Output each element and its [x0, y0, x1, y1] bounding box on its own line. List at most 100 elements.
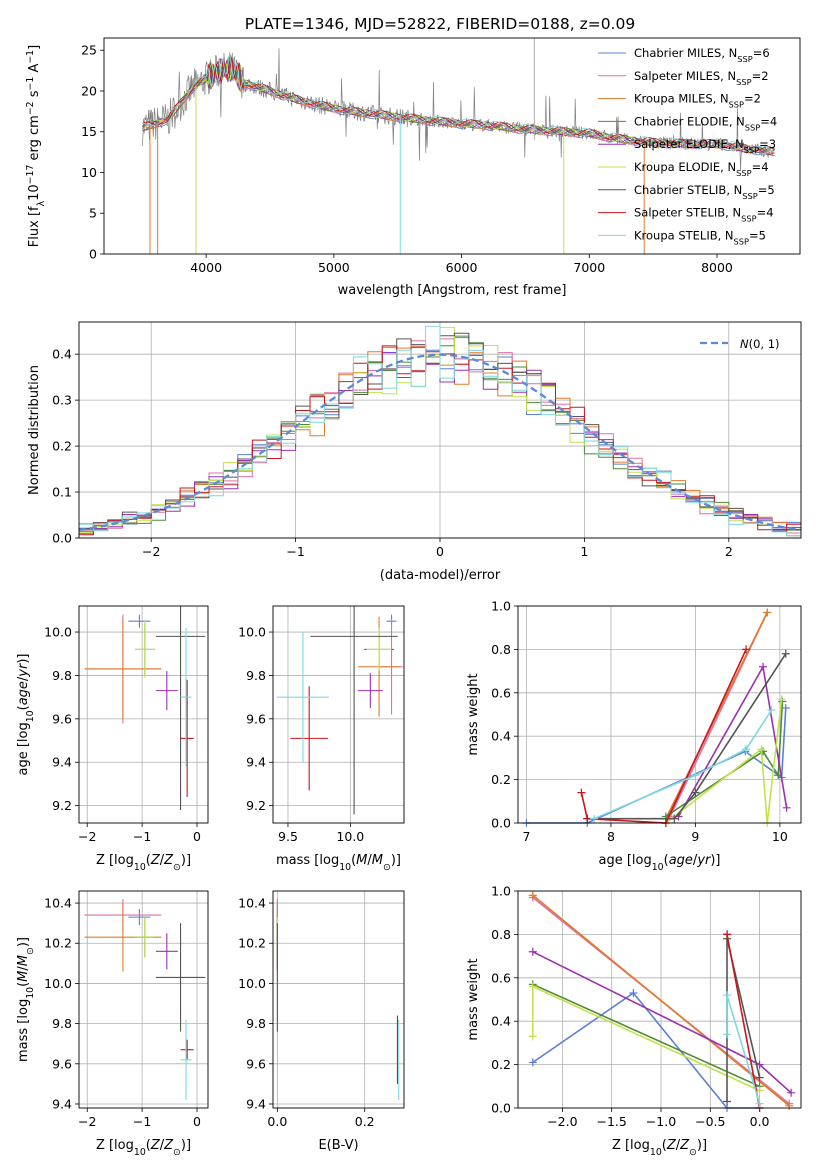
- spectrum-ytick-label: 10: [81, 165, 97, 180]
- spectrum-frame: [103, 37, 801, 255]
- age_vs_mass-plot-area: [276, 606, 403, 815]
- age_vs_Z-plot-area: [84, 606, 206, 810]
- weight_vs_age-marker-krou_stelib: [691, 771, 700, 780]
- age_vs_mass-ytick-label: 9.8: [246, 668, 266, 683]
- age_vs_Z-ytick-label: 9.8: [52, 668, 72, 683]
- weight_vs_Z-plot-area: [528, 891, 796, 1112]
- model-spectrum-chab_miles: [142, 59, 775, 156]
- weight_vs_age-line-chab_elodie: [665, 701, 784, 818]
- residuals-axes: −2 −1 0 1 2 0.0 0.1 0.2 0.3 0.4: [52, 322, 801, 559]
- spectrum-xtick-label: 5000: [318, 260, 350, 275]
- legend-label-krou_stelib: Kroupa STELIB, NSSP=5: [634, 228, 766, 246]
- weight_vs_age-ytick-label: 0.0: [491, 816, 511, 831]
- mass_vs_EBV-plot-area: [276, 899, 400, 1100]
- weight_vs_Z-ytick-label: 0.8: [491, 927, 511, 942]
- mass_vs_Z-xtick-label: −1: [133, 1114, 151, 1129]
- weight_vs_age-marker-salp_elodie: [782, 803, 791, 812]
- gaussian-curve: [79, 353, 801, 532]
- legend-label-chab_miles: Chabrier MILES, NSSP=6: [634, 46, 770, 64]
- weight_vs_age-ytick-label: 1.0: [491, 599, 511, 614]
- model-spectrum-krou_stelib: [142, 54, 775, 154]
- spectrum-xtick-label: 8000: [701, 260, 733, 275]
- weight_vs_Z-ytick-label: 0.4: [491, 1014, 511, 1029]
- spectrum-ytick-label: 20: [81, 83, 97, 98]
- weight_vs_age-line-chab_miles: [526, 707, 787, 824]
- weight_vs_Z-line-krou_miles: [532, 894, 790, 1107]
- spectrum-ytick-label: 0: [89, 247, 97, 262]
- weight_vs_Z-ylabel: mass weight: [466, 958, 481, 1040]
- age_vs_Z-ytick-label: 10.0: [44, 625, 72, 640]
- age_vs_Z-frame: [78, 605, 209, 824]
- mass_vs_Z-ytick-label: 10.4: [44, 896, 72, 911]
- weight_vs_age-xtick-label: 9: [691, 829, 699, 844]
- residuals-frame: [78, 321, 802, 539]
- weight_vs_Z-marker-salp_elodie: [787, 1088, 796, 1097]
- weight_vs_Z-ytick-label: 1.0: [491, 884, 511, 899]
- mass_vs_Z-ytick-label: 9.8: [52, 1016, 72, 1031]
- mass_vs_Z-ylabel: mass [log10(M/M⊙)]: [16, 937, 36, 1062]
- model-spectrum-krou_elodie: [142, 58, 775, 154]
- weight_vs_Z-marker-salp_stelib: [723, 930, 732, 939]
- legend-label-chab_stelib: Chabrier STELIB, NSSP=5: [634, 183, 775, 201]
- figure-title: PLATE=1346, MJD=52822, FIBERID=0188, z=0…: [245, 15, 635, 33]
- age_vs_mass-xtick-label: 10.0: [336, 829, 364, 844]
- weight_vs_Z-marker-krou_stelib: [755, 1099, 764, 1108]
- weight_vs_age-ytick-label: 0.4: [491, 729, 511, 744]
- age_vs_Z-ytick-label: 9.6: [52, 711, 72, 726]
- age_vs_mass-ytick-label: 9.2: [246, 798, 266, 813]
- weight_vs_age-xlabel: age [log10(age/yr)]: [598, 853, 720, 873]
- weight_vs_age-marker-krou_stelib: [742, 745, 751, 754]
- weight_vs_age-ytick-label: 0.6: [491, 685, 511, 700]
- age_vs_mass-xlabel: mass [log10(M/M⊙)]: [276, 853, 401, 873]
- weight_vs_Z-ytick-label: 0.2: [491, 1057, 511, 1072]
- mass_vs_EBV-axes: 0.0 0.2 9.4 9.6 9.8 10.0 10.2 10.4: [238, 891, 404, 1129]
- chart-layer: 4000 5000 6000 7000 80000510152025wavelength…: [16, 37, 802, 1158]
- weight_vs_Z-ytick-label: 0.6: [491, 970, 511, 985]
- weight_vs_age-ylabel: mass weight: [466, 673, 481, 755]
- residuals-ylabel: Normed distribution: [27, 365, 42, 495]
- mass_vs_EBV-frame: [272, 890, 405, 1109]
- spectrum-plot-area: [141, 38, 775, 254]
- residuals-ytick-label: 0.3: [52, 393, 72, 408]
- age_vs_Z-xtick-label: 0: [193, 829, 201, 844]
- spectrum-ylabel: Flux [fλ10−17 erg cm−2 s−1 A−1]: [25, 45, 47, 247]
- mass_vs_Z-axes: −2 −1 0 9.4 9.6 9.8 10.0 10.2 10.4: [44, 891, 208, 1129]
- weight_vs_Z-marker-krou_miles: [785, 1101, 794, 1110]
- weight_vs_age-marker-salp_elodie: [758, 662, 767, 671]
- weight_vs_Z-marker-krou_stelib: [723, 991, 732, 1000]
- weight_vs_Z-line-salp_stelib: [726, 934, 761, 1109]
- weight_vs_age-frame: [517, 605, 802, 824]
- age_vs_mass-axes: 9.5 10.0 9.2 9.4 9.6 9.8 10.0: [238, 606, 404, 844]
- weight_vs_age-ytick-label: 0.8: [491, 642, 511, 657]
- weight_vs_Z-xlabel: Z [log10(Z/Z⊙)]: [612, 1138, 707, 1158]
- legend-label-krou_miles: Kroupa MILES, NSSP=2: [634, 92, 761, 110]
- residuals-xtick-label: −2: [142, 544, 160, 559]
- weight_vs_age-plot-area: [522, 608, 791, 827]
- residuals-xtick-label: −1: [286, 544, 304, 559]
- mass_vs_Z-xlabel: Z [log10(Z/Z⊙)]: [96, 1138, 191, 1158]
- residuals-ytick-label: 0.2: [52, 439, 72, 454]
- weight_vs_age-marker-krou_stelib: [767, 706, 776, 715]
- weight_vs_Z-marker-krou_stelib: [723, 1030, 732, 1039]
- legend-label-salp_stelib: Salpeter STELIB, NSSP=4: [634, 206, 774, 224]
- weight_vs_Z-line-chab_elodie: [532, 983, 760, 1088]
- mass_vs_Z-xtick-label: 0: [193, 1114, 201, 1129]
- spectrum-xtick-label: 4000: [190, 260, 222, 275]
- weight_vs_age-line-krou_stelib: [593, 709, 773, 820]
- age_vs_mass-frame: [272, 605, 405, 824]
- age_vs_mass-ytick-label: 9.6: [246, 711, 266, 726]
- age_vs_mass-ytick-label: 10.0: [238, 625, 266, 640]
- mass_vs_EBV-ytick-label: 10.0: [238, 976, 266, 991]
- gaussian-legend-label: N(0, 1): [740, 337, 780, 351]
- legend-label-chab_elodie: Chabrier ELODIE, NSSP=4: [634, 114, 777, 132]
- weight_vs_age-marker-krou_elodie: [777, 695, 786, 704]
- weight_vs_Z-xtick-label: 0.0: [750, 1114, 770, 1129]
- residuals-xtick-label: 1: [580, 544, 588, 559]
- mass_vs_EBV-xlabel: E(B-V): [318, 1138, 358, 1153]
- weight_vs_Z-marker-krou_miles: [528, 891, 537, 900]
- weight_vs_age-xtick-label: 7: [522, 829, 530, 844]
- weight_vs_Z-marker-chab_miles: [528, 1058, 537, 1067]
- age_vs_Z-axes: −2 −1 0 9.2 9.4 9.6 9.8 10.0: [44, 606, 208, 844]
- mass_vs_EBV-ytick-label: 9.6: [246, 1056, 266, 1071]
- weight_vs_Z-ytick-label: 0.0: [491, 1101, 511, 1116]
